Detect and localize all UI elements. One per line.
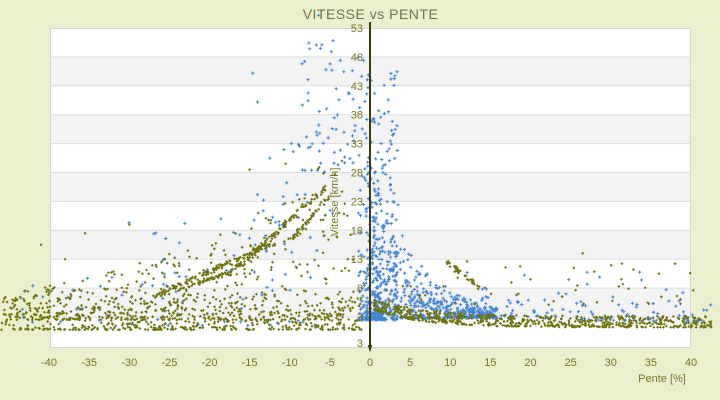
- x-tick-label: -15: [242, 357, 258, 369]
- y-tick-label: 48: [351, 52, 363, 64]
- x-tick-label: 15: [484, 357, 496, 369]
- y-axis-arrow: [367, 345, 373, 353]
- y-tick-label: 38: [351, 110, 363, 122]
- y-tick-label: 43: [351, 81, 363, 93]
- y-tick-label: 8: [357, 283, 363, 295]
- x-tick-label: 25: [564, 357, 576, 369]
- x-tick-label: -30: [121, 357, 137, 369]
- x-tick-label: -35: [81, 357, 97, 369]
- y-axis-bottom-tick-label: 3: [357, 338, 363, 350]
- y-tick-label: 3: [357, 312, 363, 324]
- x-tick-label: -5: [325, 357, 335, 369]
- y-tick-label: 53: [351, 23, 363, 35]
- chart-title: VITESSE vs PENTE: [302, 6, 439, 22]
- x-tick-label: 10: [444, 357, 456, 369]
- x-tick-label: 40: [685, 357, 697, 369]
- x-tick-label: -25: [161, 357, 177, 369]
- x-tick-label: 20: [524, 357, 536, 369]
- x-tick-label: -40: [41, 357, 57, 369]
- y-tick-label: 13: [351, 254, 363, 266]
- x-tick-label: -20: [202, 357, 218, 369]
- x-tick-label: 30: [605, 357, 617, 369]
- y-tick-label: 18: [351, 225, 363, 237]
- x-axis-label: Pente [%]: [638, 373, 686, 385]
- x-tick-label: -10: [282, 357, 298, 369]
- x-tick-label: 0: [367, 357, 373, 369]
- x-tick-label: 35: [645, 357, 657, 369]
- y-tick-label: 23: [351, 196, 363, 208]
- y-tick-label: 33: [351, 139, 363, 151]
- series-serie-bleue-points: [19, 13, 713, 328]
- x-tick-label: 5: [407, 357, 413, 369]
- y-axis-label: Vitesse [km/h]: [329, 168, 341, 237]
- y-tick-label: 28: [351, 168, 363, 180]
